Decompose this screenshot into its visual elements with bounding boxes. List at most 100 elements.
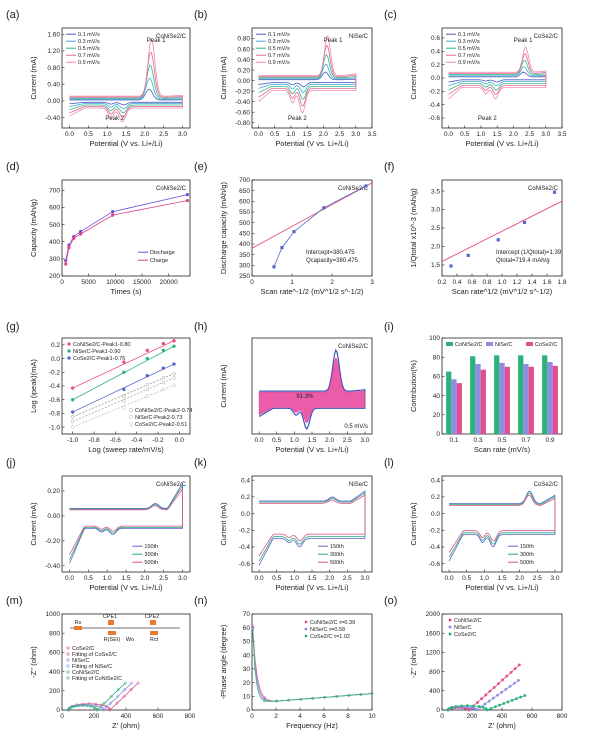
nyquist-point: [502, 702, 506, 705]
nyquist-point: [497, 682, 500, 686]
legend-entry: CoNiSe2/C: [455, 342, 483, 348]
y-tick-label: 0.4: [431, 477, 440, 484]
nyquist-point: [81, 704, 85, 708]
x-tick-label: 1.0: [290, 437, 299, 444]
x-tick-label: 1.5: [493, 131, 502, 138]
legend-swatch: [446, 342, 453, 346]
x-axis-label: Potential (V vs. Li+/Li): [275, 445, 349, 454]
cycle-cv-curve: [69, 488, 183, 555]
x-tick-label: 1.0: [103, 575, 112, 582]
legend-entry: CoNiSe2/C-Peak2-0.74: [135, 408, 192, 414]
nyquist-point: [136, 681, 140, 685]
phase-point: [359, 693, 362, 696]
y-tick-label: 10: [243, 693, 251, 700]
y-tick-label: 0.00: [47, 513, 60, 520]
nyquist-point: [447, 707, 451, 711]
x-tick-label: 5000: [81, 279, 96, 286]
x-tick-label: 1.5: [307, 575, 316, 582]
x-tick-label: 400: [121, 713, 132, 720]
y-tick-label: 2000: [426, 611, 441, 618]
legend-entry: CoSe2/C: [72, 646, 94, 652]
x-tick-label: 3: [370, 279, 374, 286]
cycle-cv-curve: [448, 494, 556, 553]
y-tick-label: 300: [239, 263, 250, 270]
nyquist-point: [69, 706, 73, 709]
y-tick-label: 0.4: [431, 49, 440, 56]
nyquist-point: [492, 686, 496, 689]
y-tick-label: 0.80: [237, 36, 250, 43]
capacity-point: [64, 262, 68, 266]
y-tick-label: 600: [49, 205, 60, 212]
x-tick-label: 1.0: [480, 575, 489, 582]
x-tick-label: 0.5: [462, 575, 471, 582]
y-tick-label: -0.4: [49, 383, 61, 390]
y-tick-label: 1600: [426, 630, 441, 637]
legend-entry: 150th: [144, 544, 158, 550]
phase-point: [311, 696, 314, 700]
bar: [494, 355, 500, 434]
log-point: [172, 371, 176, 376]
x-tick-label: 2.0: [140, 575, 149, 582]
bar: [456, 383, 462, 434]
legend-swatch: [448, 625, 452, 629]
y-tick-label: -0.4: [429, 544, 441, 551]
x-tick-label: 10: [368, 713, 376, 720]
panel-b: (b) 0.0 0.5 1.0 1.5 2.0 2.5 3.0 3.5 -0.80 -0.60 -0.…: [194, 9, 377, 148]
x-tick-label: 1.5: [303, 131, 312, 138]
x-tick-label: 1.4: [527, 279, 536, 286]
nyquist-point: [508, 684, 512, 688]
x-tick-label: 0.0: [445, 575, 454, 582]
y-axis-label: Contribution(%): [409, 359, 418, 412]
x-tick-label: 3.0: [178, 575, 187, 582]
y-tick-label: 100: [429, 335, 440, 342]
y-tick-label: 0.2: [431, 494, 440, 501]
capacity-point: [185, 198, 189, 203]
nyquist-point: [485, 708, 489, 712]
plot-frame: [441, 475, 563, 573]
capacity-line: [65, 200, 188, 265]
legend-swatch: [67, 356, 71, 360]
bar: [552, 365, 558, 434]
log-point: [122, 387, 126, 392]
legend-entry: NiSe/C-Peak1-0.90: [73, 349, 120, 355]
panel-label: (l): [384, 457, 394, 469]
log-point: [145, 348, 150, 353]
x-tick-label: 0.0: [254, 131, 263, 138]
log-point: [122, 360, 126, 364]
legend-entry: 0.7 mV/s: [268, 53, 290, 59]
y-tick-label: 0.00: [237, 78, 250, 85]
x-tick-label: 2: [274, 713, 278, 720]
y-tick-label: 0.6: [431, 35, 440, 42]
y-tick-label: -0.2: [429, 527, 441, 534]
nyquist-point: [475, 708, 478, 712]
legend-swatch: [129, 422, 133, 426]
x-axis-label: Potential (V vs. Li+/Li): [89, 583, 163, 592]
legend-swatch: [66, 664, 70, 668]
legend-entry: 500th: [330, 560, 344, 566]
x-tick-label: 2.5: [159, 575, 168, 582]
nyquist-point: [123, 688, 127, 692]
legend-entry: 150th: [520, 544, 534, 550]
nyquist-point: [467, 708, 471, 712]
plot-frame: [251, 179, 373, 277]
plot-frame: [251, 613, 373, 711]
legend-entry: 0.5 mV/s: [458, 46, 480, 52]
nyquist-point: [523, 694, 527, 697]
data-point: [322, 206, 326, 210]
y-axis-label: Current (mA): [409, 502, 418, 546]
phase-curve: [252, 630, 373, 702]
nyquist-point: [89, 705, 93, 708]
nyquist-point: [108, 708, 112, 712]
legend-entry: 300th: [330, 552, 344, 558]
x-tick-label: 1.5: [121, 131, 130, 138]
panel-label: (e): [194, 161, 207, 173]
y-tick-label: -0.60: [235, 109, 250, 116]
y-tick-label: 3.5: [431, 188, 440, 195]
log-point: [161, 387, 166, 392]
x-tick-label: 3.0: [541, 131, 550, 138]
legend-entry: 0.1 mV/s: [458, 32, 480, 38]
capacity-point: [79, 229, 83, 234]
cv-curve: [448, 66, 547, 87]
nyquist-point: [466, 704, 469, 708]
cpe2: [150, 620, 156, 625]
